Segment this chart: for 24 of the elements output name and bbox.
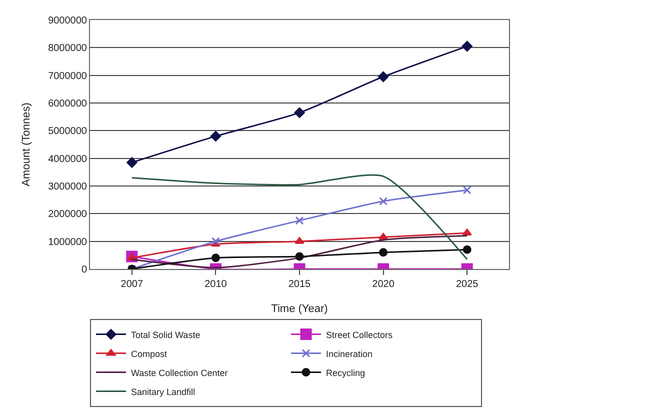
x-axis-title: Time (Year) xyxy=(271,303,328,316)
legend-label: Total Solid Waste xyxy=(131,330,200,340)
x-tick-label: 2015 xyxy=(288,279,312,290)
x-tick-label: 2025 xyxy=(456,279,479,290)
y-tick-label: 3000000 xyxy=(48,182,88,192)
x-tick-label: 2007 xyxy=(120,279,144,290)
legend-label: Sanitary Landfill xyxy=(131,386,196,397)
legend-label: Street Collectors xyxy=(326,330,394,340)
y-tick-label: 1000000 xyxy=(48,236,88,248)
y-tick-label: 5000000 xyxy=(48,126,88,138)
x-tick-label: 2010 xyxy=(204,279,228,290)
y-tick-label: 2000000 xyxy=(48,209,88,220)
legend-label: Compost xyxy=(131,348,168,359)
legend-label: Waste Collection Center xyxy=(131,368,228,378)
y-tick-label: 4000000 xyxy=(48,154,88,165)
y-tick-label: 0 xyxy=(81,264,88,276)
y-axis-title: Amount (Tonnes) xyxy=(20,102,33,186)
y-tick-label: 6000000 xyxy=(48,98,88,110)
y-tick-label: 9000000 xyxy=(48,16,88,26)
legend-label: Incineration xyxy=(326,348,373,359)
y-tick-label: 7000000 xyxy=(48,70,88,82)
legend-label: Recycling xyxy=(326,368,366,378)
y-tick-label: 8000000 xyxy=(48,43,88,54)
x-tick-label: 2020 xyxy=(372,279,395,290)
